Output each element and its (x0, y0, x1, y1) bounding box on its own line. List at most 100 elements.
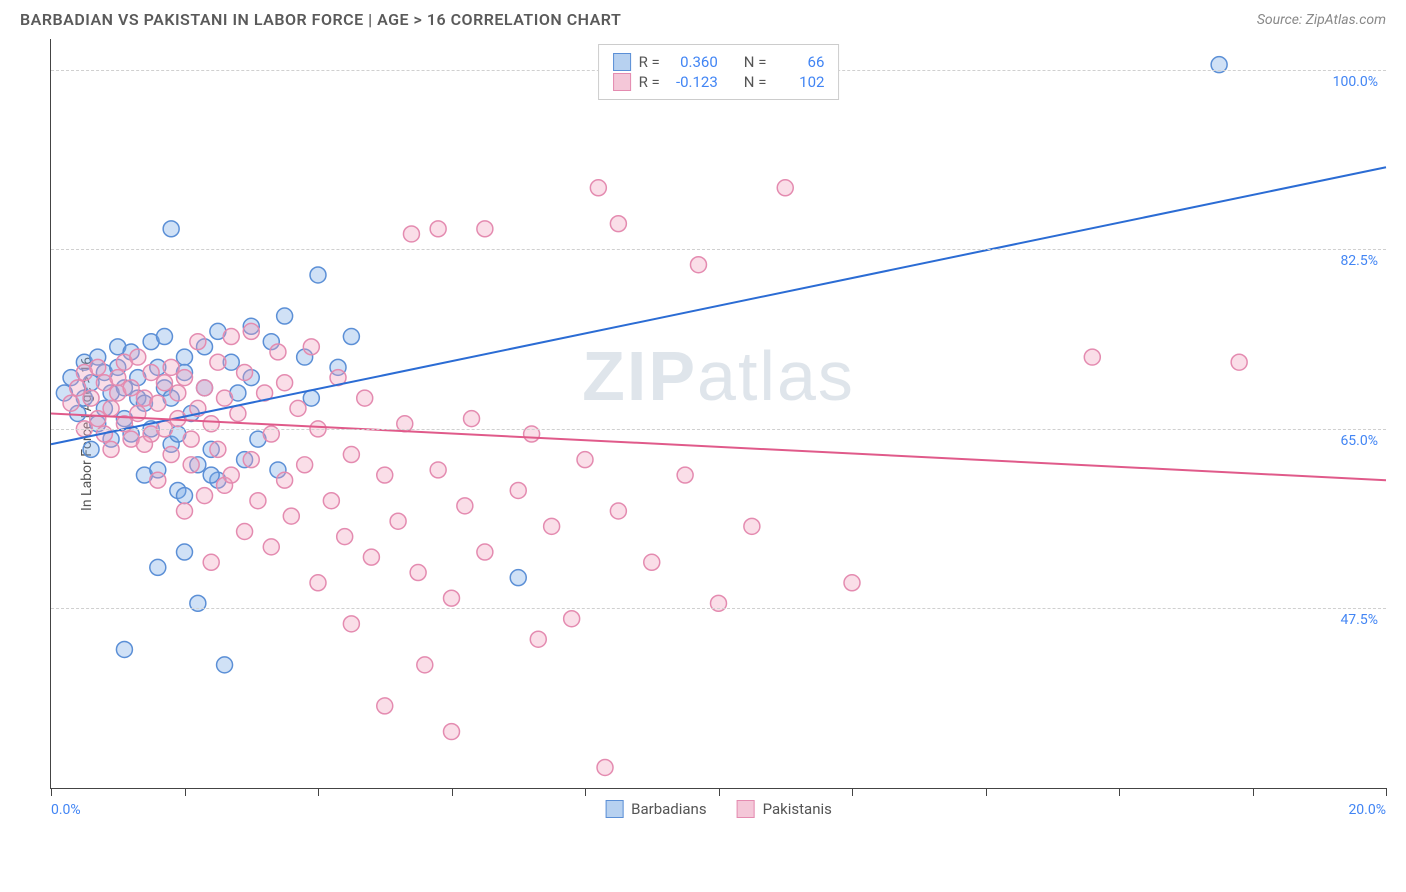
scatter-point (263, 539, 279, 555)
scatter-point (237, 364, 253, 380)
scatter-point (83, 441, 99, 457)
scatter-point (430, 221, 446, 237)
stats-row: R = -0.123 N = 102 (613, 73, 825, 91)
scatter-point (577, 452, 593, 468)
scatter-point (430, 462, 446, 478)
scatter-point (464, 411, 480, 427)
scatter-point (530, 631, 546, 647)
scatter-point (203, 554, 219, 570)
scatter-point (197, 380, 213, 396)
scatter-point (250, 493, 266, 509)
y-tick-label: 47.5% (1340, 612, 1378, 628)
scatter-point (303, 339, 319, 355)
scatter-point (177, 370, 193, 386)
scatter-point (510, 570, 526, 586)
legend-label: Barbadians (631, 800, 706, 818)
scatter-point (377, 698, 393, 714)
scatter-point (303, 390, 319, 406)
scatter-point (143, 364, 159, 380)
y-tick-label: 100.0% (1333, 74, 1378, 90)
scatter-point (597, 759, 613, 775)
gridline-horizontal (51, 249, 1386, 250)
scatter-point (777, 180, 793, 196)
stats-row: R = 0.360 N = 66 (613, 53, 825, 71)
legend-item: Pakistanis (737, 800, 832, 818)
x-tick-label: 0.0% (51, 802, 81, 818)
n-value: 66 (774, 53, 824, 71)
legend-item: Barbadians (605, 800, 706, 818)
scatter-point (544, 518, 560, 534)
scatter-point (150, 559, 166, 575)
scatter-point (170, 385, 186, 401)
scatter-point (343, 616, 359, 632)
x-tick (318, 788, 319, 796)
scatter-point (190, 334, 206, 350)
scatter-point (217, 657, 233, 673)
scatter-point (310, 267, 326, 283)
legend: Barbadians Pakistanis (605, 800, 832, 818)
scatter-point (156, 375, 172, 391)
x-tick (51, 788, 52, 796)
scatter-point (197, 488, 213, 504)
x-tick (1253, 788, 1254, 796)
legend-label: Pakistanis (763, 800, 832, 818)
scatter-point (744, 518, 760, 534)
series-swatch (613, 53, 631, 71)
scatter-point (390, 513, 406, 529)
n-value: 102 (774, 73, 824, 91)
scatter-point (690, 257, 706, 273)
scatter-point (203, 467, 219, 483)
legend-swatch (737, 800, 755, 818)
x-tick (585, 788, 586, 796)
scatter-point (477, 544, 493, 560)
source-attribution: Source: ZipAtlas.com (1257, 12, 1386, 28)
scatter-plot-svg (51, 39, 1386, 788)
scatter-point (343, 329, 359, 345)
scatter-point (310, 575, 326, 591)
scatter-point (610, 216, 626, 232)
r-value: 0.360 (668, 53, 718, 71)
scatter-point (343, 447, 359, 463)
scatter-point (183, 457, 199, 473)
scatter-point (177, 544, 193, 560)
plot-area: ZIPatlas R = 0.360 N = 66 R = -0.123 N =… (50, 39, 1386, 789)
scatter-point (337, 529, 353, 545)
x-tick (1119, 788, 1120, 796)
x-tick (852, 788, 853, 796)
scatter-point (297, 457, 313, 473)
scatter-point (83, 390, 99, 406)
scatter-point (110, 370, 126, 386)
scatter-point (444, 724, 460, 740)
r-label: R = (639, 53, 660, 71)
scatter-point (377, 467, 393, 483)
scatter-point (163, 359, 179, 375)
scatter-point (230, 406, 246, 422)
x-tick-label: 20.0% (1348, 802, 1386, 818)
chart-container: In Labor Force | Age > 16 ZIPatlas R = 0… (50, 39, 1386, 829)
scatter-point (270, 344, 286, 360)
scatter-point (156, 329, 172, 345)
scatter-point (323, 493, 339, 509)
scatter-point (357, 390, 373, 406)
scatter-point (163, 447, 179, 463)
scatter-point (477, 221, 493, 237)
scatter-point (123, 380, 139, 396)
scatter-point (363, 549, 379, 565)
scatter-point (243, 452, 259, 468)
scatter-point (243, 323, 259, 339)
trend-line (51, 167, 1386, 444)
scatter-point (677, 467, 693, 483)
scatter-point (510, 482, 526, 498)
scatter-point (177, 503, 193, 519)
scatter-point (223, 329, 239, 345)
x-tick (986, 788, 987, 796)
scatter-point (564, 611, 580, 627)
scatter-point (444, 590, 460, 606)
scatter-point (163, 221, 179, 237)
scatter-point (237, 524, 253, 540)
gridline-horizontal (51, 608, 1386, 609)
scatter-point (277, 472, 293, 488)
scatter-point (1231, 354, 1247, 370)
scatter-point (150, 472, 166, 488)
scatter-point (103, 400, 119, 416)
